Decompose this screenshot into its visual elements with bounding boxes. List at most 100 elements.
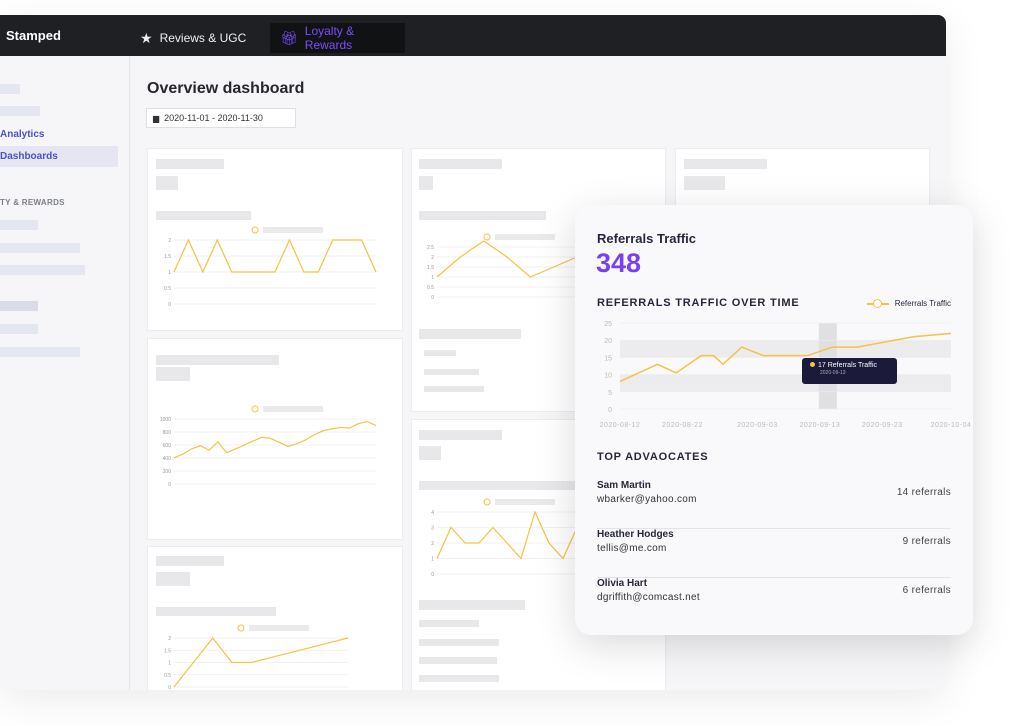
placeholder [0,301,38,311]
y-tick-label: 1000 [160,417,171,423]
y-tick-label: 3 [431,526,434,532]
legend-marker-icon [483,498,491,506]
legend-marker-icon [251,405,259,413]
advocate-row[interactable]: Heather Hodges tellis@me.com 9 referrals [597,529,951,578]
tab-label: Loyalty & Rewards [304,24,355,52]
y-tick-label: 4 [431,510,434,516]
placeholder-bar [684,176,725,190]
placeholder-bar [419,620,479,627]
y-tick-label: 25 [604,321,612,328]
y-tick-label: 1.5 [164,648,171,654]
tooltip-value: 17 Referrals Traffic [818,362,878,369]
logo[interactable]: Stamped [6,28,61,43]
placeholder-bar [156,211,251,220]
legend-marker-icon [251,226,259,234]
top-nav: Stamped ★ Reviews & UGC 🎁︎ Loyalty & Rewar… [0,15,946,56]
sidebar-item-dashboards[interactable]: Dashboards [0,151,58,162]
placeholder [0,220,38,230]
advocate-email: tellis@me.com [597,543,667,554]
advocate-row[interactable]: Sam Martin wbarker@yahoo.com 14 referrals [597,480,951,529]
page-title: Overview dashboard [147,80,305,97]
chart-legend[interactable]: Referrals Traffic [866,298,951,308]
placeholder-bar [419,657,497,664]
referrals-line-chart[interactable]: 0 5 10 15 20 25 2020-08-12 2020-08-22 2020-09-03… [575,315,973,435]
date-range-value: 2020-11-01 - 2020-11-30 [164,113,263,123]
sidebar-section-label: TY & REWARDS [0,198,65,207]
x-tick-label: 2020-08-22 [662,422,703,429]
placeholder-bar [156,159,224,169]
chart-title: REFERRALS TRAFFIC OVER TIME [597,297,800,309]
y-tick-label: 200 [163,469,172,475]
placeholder-bar [419,159,502,169]
y-tick-label: 0 [431,572,434,578]
y-tick-label: 400 [163,456,172,462]
legend-marker-icon [237,624,245,632]
tooltip-dot-icon [810,362,815,367]
advocate-email: dgriffith@comcast.net [597,592,700,603]
series-line [173,238,377,274]
advocate-row[interactable]: Olivia Hart dgriffith@comcast.net 6 referr… [597,578,951,627]
y-tick-label: 2 [168,238,171,244]
y-tick-label: 0.5 [164,673,171,679]
tab-reviews-ugc[interactable]: ★ Reviews & UGC [130,23,256,53]
tooltip-date: 2020-09-13 [820,370,846,376]
band [620,374,951,392]
x-tick-label: 2020-10-04 [931,422,972,429]
legend-placeholder [495,499,555,505]
placeholder-bar [424,386,484,392]
series-line [436,240,578,278]
placeholder-bar [419,446,441,460]
placeholder-bar [156,176,178,190]
placeholder [0,265,85,275]
y-tick-label: 0.5 [164,286,171,292]
legend-placeholder [263,406,323,412]
date-range-picker[interactable]: ▆ 2020-11-01 - 2020-11-30 [146,108,296,128]
placeholder-bar [156,355,279,365]
band [620,340,951,358]
advocate-referrals: 6 referrals [902,585,951,596]
app-window: Stamped ★ Reviews & UGC 🎁︎ Loyalty & Rewar… [0,15,946,690]
card-title: Referrals Traffic [597,231,696,246]
y-tick-label: 0 [168,302,171,308]
sidebar-active-bg [0,146,118,167]
x-tick-label: 2020-09-23 [862,422,903,429]
placeholder [0,347,80,357]
legend-label: Referrals Traffic [894,298,951,308]
placeholder-bar [419,211,546,220]
placeholder-bar [419,600,525,610]
y-tick-label: 1.5 [164,254,171,260]
sidebar-item-analytics[interactable]: Analytics [0,129,45,140]
referrals-traffic-card: Referrals Traffic 348 REFERRALS TRAFFIC … [575,205,973,635]
placeholder-bar [419,675,499,682]
gift-icon: 🎁︎ [280,29,298,46]
tab-label: Reviews & UGC [159,31,247,45]
advocate-name: Sam Martin [597,480,651,491]
y-tick-label: 600 [163,443,172,449]
y-tick-label: 2 [431,255,434,261]
legend-placeholder [263,227,323,233]
placeholder-bar [156,572,190,586]
y-tick-label: 1 [168,270,171,276]
y-tick-label: 0 [608,407,612,414]
star-icon: ★ [140,29,153,46]
x-tick-label: 2020-08-12 [600,422,641,429]
sidebar: Analytics Dashboards TY & REWARDS [0,56,130,690]
advocate-email: wbarker@yahoo.com [597,494,697,505]
placeholder-bar [424,350,456,356]
placeholder [0,106,40,116]
tab-loyalty-rewards[interactable]: 🎁︎ Loyalty & Rewards [270,23,405,53]
placeholder-bar [424,369,479,375]
y-tick-label: 2 [168,636,171,642]
series-line [173,637,349,688]
placeholder [0,243,80,253]
placeholder [0,324,38,334]
y-tick-label: 20 [604,338,612,345]
mini-charts: 0 0.5 1 1.5 2 0 200 400 600 800 1000 0 0.5 1 1.5 2 0 0.5 1… [160,226,578,690]
dashboard-card [147,546,403,690]
advocate-referrals: 14 referrals [896,487,951,498]
y-tick-label: 800 [163,430,172,436]
series-line [173,420,377,459]
y-tick-label: 0 [168,482,171,488]
referrals-total: 348 [596,248,642,278]
calendar-icon: ▆ [153,113,160,123]
